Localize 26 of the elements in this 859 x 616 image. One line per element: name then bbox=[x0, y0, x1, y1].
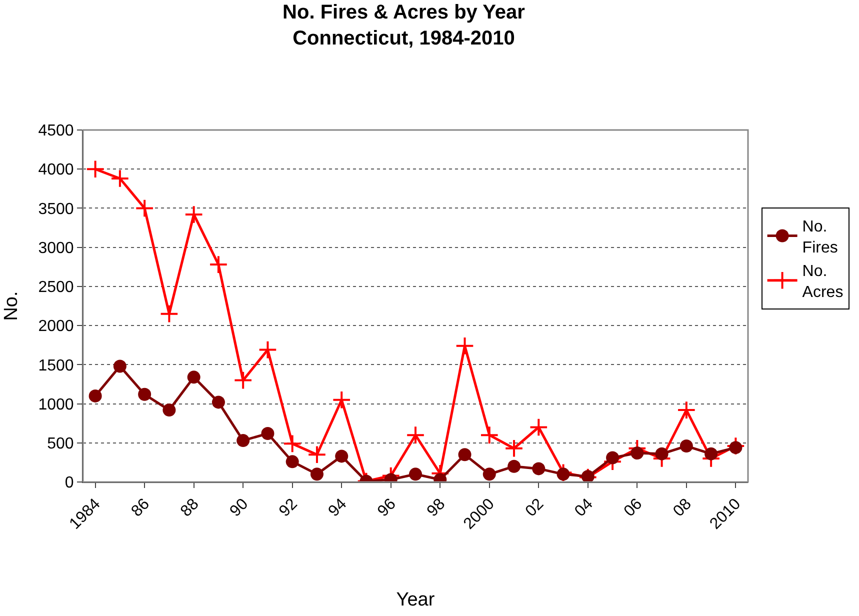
x-tick-label: 06 bbox=[621, 496, 646, 520]
x-tick-label: 94 bbox=[325, 496, 350, 520]
y-tick-label: 2000 bbox=[38, 318, 74, 336]
legend-label: No. Acres bbox=[802, 263, 844, 301]
y-tick-label: 4500 bbox=[38, 122, 74, 140]
x-tick-label: 96 bbox=[374, 496, 400, 520]
y-tick-label: 2500 bbox=[38, 279, 74, 296]
x-tick-label: 02 bbox=[522, 496, 548, 520]
y-tick-label: 1000 bbox=[38, 396, 74, 414]
x-axis-title: Year bbox=[396, 590, 436, 611]
x-tick-label: 88 bbox=[178, 496, 202, 520]
x-tick-label: 86 bbox=[128, 496, 154, 520]
chart-title: No. Fires & Acres by Year Connecticut, 1984-2010 bbox=[282, 1, 526, 50]
y-tick-label: 4000 bbox=[38, 162, 74, 179]
x-tick-label: 90 bbox=[226, 496, 252, 520]
y-tick-label: 1500 bbox=[38, 357, 74, 374]
y-tick-label: 500 bbox=[47, 435, 74, 452]
legend-label: No. Fires bbox=[802, 218, 838, 256]
x-tick-label: 04 bbox=[572, 496, 596, 520]
y-tick-label: 3000 bbox=[38, 240, 74, 257]
y-tick-label: 3500 bbox=[38, 200, 74, 218]
x-tick-label: 98 bbox=[424, 496, 449, 520]
y-tick-label: 0 bbox=[64, 474, 74, 492]
x-tick-label: 08 bbox=[670, 496, 695, 520]
y-axis-title: No. bbox=[1, 291, 22, 321]
x-tick-label: 92 bbox=[276, 496, 301, 520]
